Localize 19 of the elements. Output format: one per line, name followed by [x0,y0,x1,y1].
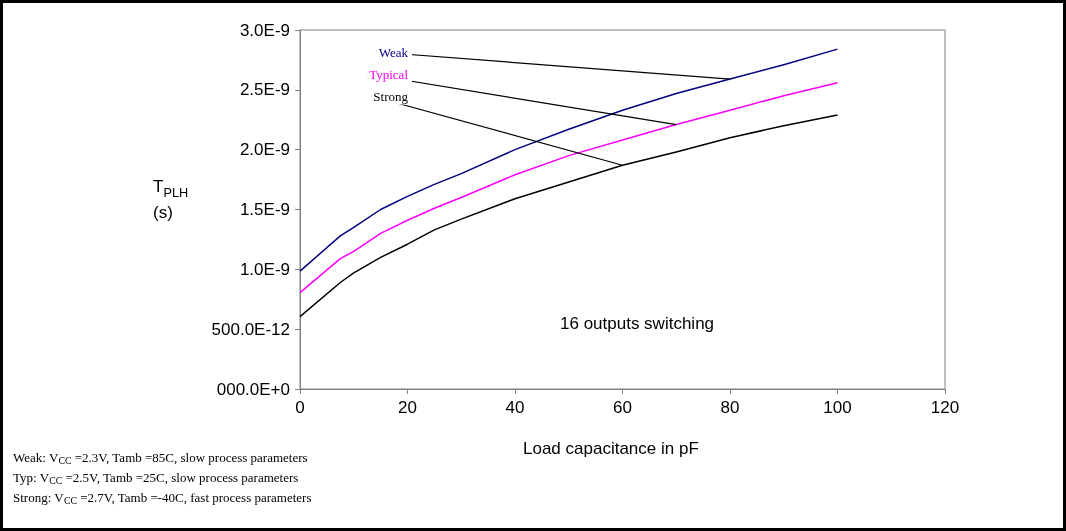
text: Typical [369,66,409,82]
annotation: 16 outputs switching [560,314,715,333]
x-tick-label: 60 [613,398,632,417]
x-tick-label: 40 [505,398,525,417]
text: Weak [378,44,409,60]
x-tick-label: 0 [295,398,305,417]
x-tick-label: 80 [720,398,740,417]
y-tick-label: 1.0E-9 [239,259,290,279]
text: Strong [373,88,409,104]
x-tick-label: 100 [823,398,852,417]
y-tick-label: 000.0E+0 [216,379,290,399]
x-tick-label: 20 [398,398,417,417]
y-tick-label: 2.5E-9 [239,80,290,100]
y-tick-label: 2.0E-9 [239,140,290,160]
y-tick-label: 3.0E-9 [239,20,290,40]
y-tick-label: 1.5E-9 [239,200,290,219]
y-tick-label: 500.0E-12 [211,319,290,339]
x-axis-title: Load capacitance in pF [523,439,699,458]
x-tick-label: 120 [930,398,960,417]
